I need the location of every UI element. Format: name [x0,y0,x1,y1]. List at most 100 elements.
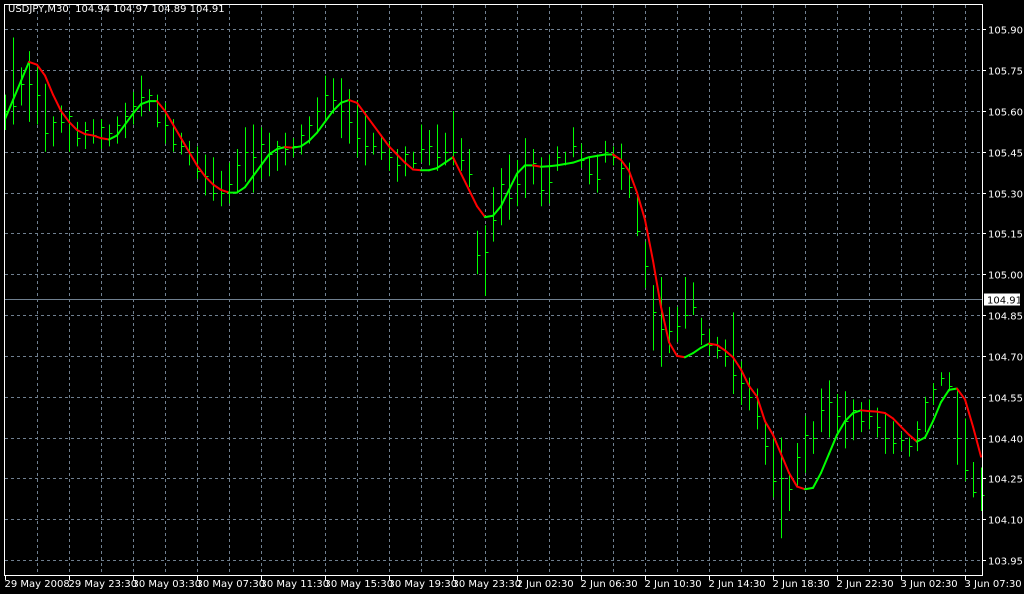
price-axis[interactable]: 105.90 105.75 105.60 105.45 105.30 105.15 105.… [982,26,1023,568]
moving-average-segment [684,352,694,359]
moving-average-segment [500,188,510,208]
moving-average-segment [548,164,558,168]
x-tick-label: 30 May 19:30 [389,579,458,590]
current-price-label: 104.91 [987,296,1022,307]
moving-average-segment [212,183,222,191]
moving-average-segment [204,175,214,186]
moving-average-segment [124,112,134,126]
moving-average-segment [172,123,182,140]
moving-average-segment [748,384,758,398]
y-tick-label: 104.25 [988,475,1023,486]
moving-average-segment [900,425,910,436]
y-tick-label: 105.15 [988,230,1023,241]
moving-average-segment [260,153,270,167]
moving-average-segment [388,145,398,156]
moving-average-segment [76,128,86,136]
moving-average-segment [364,112,374,126]
moving-average-segment [908,433,918,443]
x-tick-label: 30 May 07:30 [197,579,266,590]
moving-average-segment [332,101,342,112]
y-tick-label: 105.60 [988,108,1023,119]
moving-average-segment [796,485,806,491]
moving-average-segment [852,409,862,415]
x-tick-label: 2 Jun 18:30 [773,579,830,590]
x-tick-label: 29 May 23:30 [69,579,138,590]
moving-average-segment [932,401,942,423]
x-tick-label: 3 Jun 02:30 [901,579,958,590]
y-tick-label: 105.75 [988,67,1023,78]
moving-average-segment [644,218,654,262]
x-tick-label: 2 Jun 14:30 [709,579,766,590]
moving-average-segment [348,99,358,104]
moving-average-segment [572,158,582,164]
moving-average-segment [164,109,174,126]
moving-average-segment [196,164,206,178]
moving-average-segment [452,156,462,175]
x-tick-label: 3 Jun 07:30 [965,579,1022,590]
moving-average-segment [316,120,326,134]
moving-average-segment [844,412,854,423]
moving-average-segment [740,368,750,387]
moving-average-segment [436,161,446,170]
moving-average-segment [380,134,390,148]
moving-average-segment [612,153,622,161]
moving-average-segment [812,471,822,489]
moving-average-segment [580,156,590,161]
moving-average-segment [620,158,630,172]
moving-average-segment [772,433,782,455]
moving-average-segment [396,153,406,164]
moving-average-segment [188,150,198,167]
moving-average-segment [540,165,550,168]
x-tick-label: 2 Jun 22:30 [837,579,894,590]
moving-average-segment [276,146,286,151]
x-tick-label: 30 May 03:30 [133,579,202,590]
moving-average-segment [404,161,414,171]
moving-average-segment [508,172,518,191]
moving-average-segment [700,342,710,349]
grid [5,5,982,575]
moving-average-segment [156,100,166,112]
moving-average-segment [108,134,118,141]
moving-average-segment [948,387,958,391]
moving-average-segment [556,163,566,167]
moving-average-segment [36,63,46,77]
moving-average-segment [964,398,974,428]
moving-average-segment [828,433,838,455]
moving-average-segment [676,354,686,359]
y-tick-label: 104.70 [988,353,1023,364]
moving-average-segment [892,417,902,428]
moving-average-segment [20,60,30,83]
current-price-label-box [984,293,1020,306]
moving-average-segment [764,420,774,436]
y-tick-label: 105.45 [988,149,1023,160]
moving-average-segment [244,175,254,189]
chart-title: USDJPY,M30 104.94 104.97 104.89 104.91 [8,4,225,15]
x-tick-label: 2 Jun 06:30 [581,579,638,590]
moving-average-segment [92,134,102,140]
moving-average-segment [564,161,574,166]
moving-average-segment [652,259,662,308]
moving-average-segment [596,153,606,157]
moving-average-segment [820,452,830,474]
moving-average-segment [732,356,742,371]
moving-average-segment [484,214,494,219]
moving-average-segment [300,139,310,148]
x-tick-label: 2 Jun 10:30 [645,579,702,590]
moving-average-segment [140,100,150,106]
moving-average-segment [956,387,966,401]
moving-average-segment [924,420,934,439]
moving-average-segment [756,395,766,423]
moving-average-segment [660,305,670,344]
moving-average-segment [324,109,334,123]
moving-average-segment [340,99,350,104]
moving-average-segment [724,349,734,359]
moving-average-segment [292,145,302,149]
moving-average-segment [12,80,22,102]
ohlc-readout: 104.94 104.97 104.89 104.91 [75,4,225,15]
moving-average-segment [100,137,110,141]
y-tick-label: 105.00 [988,271,1023,282]
y-tick-label: 104.85 [988,312,1023,323]
chart-frame [4,4,983,576]
